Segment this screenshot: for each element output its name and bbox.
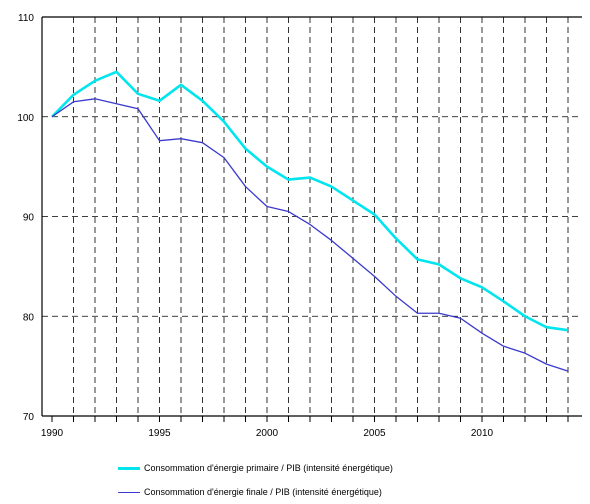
y-tick-label: 110 (18, 13, 34, 24)
series-line-primary (51, 70, 569, 332)
axes (41, 16, 582, 422)
x-tick-label: 2000 (256, 428, 279, 439)
y-tick-label: 100 (17, 113, 34, 124)
legend-swatch-final (118, 491, 140, 493)
y-tick-label: 90 (23, 213, 35, 224)
y-tick-label: 70 (23, 412, 35, 423)
x-tick-label: 2010 (471, 428, 494, 439)
y-tick-label: 80 (23, 312, 35, 323)
series-line-final (51, 98, 569, 372)
legend-swatch-primary (118, 466, 140, 470)
tick-labels: 1990 1995 2000 2005 2010 70 80 90 100 110 (17, 13, 493, 439)
legend-label-final: Consommation d'énergie finale / PIB (int… (144, 487, 382, 497)
x-tick-label: 1990 (41, 428, 64, 439)
legend-item-primary: Consommation d'énergie primaire / PIB (i… (118, 463, 393, 473)
x-tick-label: 2005 (363, 428, 386, 439)
x-tick-label: 1995 (148, 428, 171, 439)
legend-label-primary: Consommation d'énergie primaire / PIB (i… (144, 463, 393, 473)
grid (42, 17, 582, 416)
legend-item-final: Consommation d'énergie finale / PIB (int… (118, 487, 382, 497)
series-lines (51, 70, 569, 372)
